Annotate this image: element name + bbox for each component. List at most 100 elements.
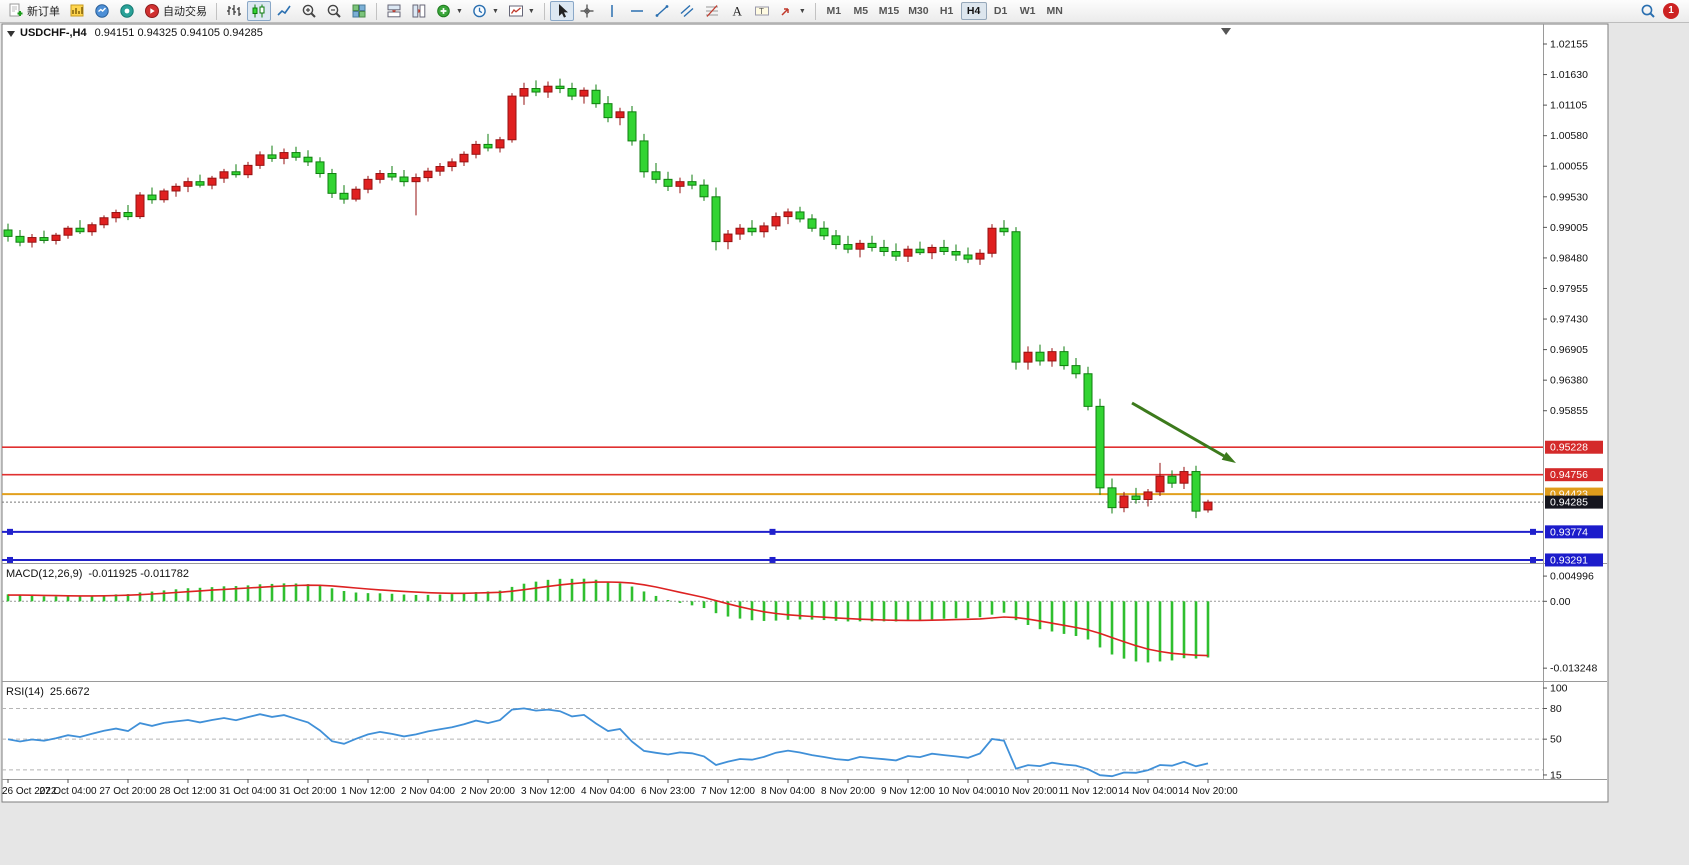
arrows-shapes-button[interactable]: ▼ <box>775 1 810 21</box>
cursor-arrow-icon <box>554 3 570 19</box>
timeframe-m30[interactable]: M30 <box>904 2 932 20</box>
macd-values: -0.011925 -0.011782 <box>88 568 189 580</box>
svg-text:A: A <box>732 4 742 19</box>
new-order-button[interactable]: 新订单 <box>4 1 64 21</box>
clock-icon <box>472 3 488 19</box>
price-tag[interactable] <box>1545 525 1603 539</box>
toolbar: 新订单 自动交易 ▼ ▼ <box>0 0 1689 23</box>
zoom-in-button[interactable] <box>297 1 321 21</box>
candle-body <box>567 88 577 97</box>
candle-body <box>39 237 49 241</box>
chevron-down-icon: ▼ <box>491 7 499 15</box>
price-tick-label: 1.01630 <box>1550 69 1588 81</box>
candle-body <box>339 192 349 200</box>
arrow-shaft <box>1131 401 1225 458</box>
candle-body <box>195 181 205 186</box>
timeframe-m15[interactable]: M15 <box>875 2 903 20</box>
price-tag[interactable] <box>1545 440 1603 454</box>
arrange-vertical-button[interactable] <box>407 1 431 21</box>
text-button[interactable]: A <box>725 1 749 21</box>
fibonacci-icon <box>704 3 720 19</box>
price-tick-label: 0.99530 <box>1550 191 1588 203</box>
price-tick-label: 1.01105 <box>1550 100 1587 112</box>
line-handle[interactable] <box>7 528 13 535</box>
zoom-out-button[interactable] <box>322 1 346 21</box>
candle-body <box>939 246 949 253</box>
text-label-button[interactable]: T <box>750 1 774 21</box>
market-watch-button[interactable] <box>90 1 114 21</box>
timeframe-h4[interactable]: H4 <box>960 2 987 20</box>
indicators-button[interactable]: ▼ <box>432 1 467 21</box>
price-tag[interactable] <box>1545 468 1603 482</box>
candle-body <box>927 246 937 254</box>
line-chart-type-button[interactable] <box>272 1 296 21</box>
new-order-icon <box>8 3 24 19</box>
data-window-button[interactable] <box>115 1 139 21</box>
candle-body <box>855 242 865 250</box>
candle-body <box>411 177 421 183</box>
time-tick-label: 6 Nov 23:00 <box>641 786 695 797</box>
bar-chart-type-button[interactable] <box>222 1 246 21</box>
crosshair-button[interactable] <box>575 1 599 21</box>
candle-body <box>147 194 157 201</box>
candle-body <box>831 235 841 246</box>
price-axis[interactable]: 1.02155 1.01630 1.01105 1.00580 1.00055 0.995… <box>1543 39 1588 418</box>
periods-button[interactable]: ▼ <box>468 1 503 21</box>
price-tick-label: 0.97955 <box>1550 283 1588 295</box>
notification-badge[interactable]: 1 <box>1663 3 1679 19</box>
horizontal-line-button[interactable] <box>625 1 649 21</box>
price-tag[interactable] <box>1545 553 1603 567</box>
text-label-icon: T <box>754 3 770 19</box>
time-tick-label: 2 Nov 04:00 <box>401 786 455 797</box>
candle-body <box>387 173 397 178</box>
one-click-trading-toggle[interactable] <box>7 31 15 37</box>
fibonacci-button[interactable] <box>700 1 724 21</box>
charts-toolbar-button[interactable] <box>65 1 89 21</box>
candle-body <box>327 173 337 194</box>
annotation-arrow[interactable] <box>1131 401 1236 463</box>
auto-trading-button[interactable]: 自动交易 <box>140 1 211 21</box>
timeframe-m1[interactable]: M1 <box>821 2 847 20</box>
candle-body <box>555 85 565 90</box>
trendline-button[interactable] <box>650 1 674 21</box>
templates-button[interactable]: ▼ <box>504 1 539 21</box>
line-handle[interactable] <box>7 556 13 563</box>
candle-body <box>375 173 385 180</box>
arrange-horizontal-button[interactable] <box>382 1 406 21</box>
candle-body <box>807 218 817 229</box>
price-tag[interactable] <box>1545 495 1603 509</box>
tile-windows-button[interactable] <box>347 1 371 21</box>
price-tick-label: 0.96905 <box>1550 344 1588 356</box>
chart-shift-marker[interactable] <box>1221 28 1231 35</box>
price-tick-label: 1.00580 <box>1550 130 1588 142</box>
candle-body <box>423 170 433 179</box>
candlestick-type-button[interactable] <box>247 1 271 21</box>
chart-title: USDCHF-,H4 0.94151 0.94325 0.94105 0.9428… <box>20 27 263 39</box>
price-tick-label: 1.02155 <box>1550 39 1588 51</box>
candle-body <box>159 190 169 201</box>
new-order-label: 新订单 <box>27 6 60 18</box>
tile-windows-icon <box>351 3 367 19</box>
vertical-line-button[interactable] <box>600 1 624 21</box>
arrange-vertical-icon <box>411 3 427 19</box>
candle-body <box>1023 351 1033 363</box>
timeframe-mn[interactable]: MN <box>1042 2 1068 20</box>
line-handle[interactable] <box>769 556 776 563</box>
channel-button[interactable] <box>675 1 699 21</box>
timeframe-w1[interactable]: W1 <box>1015 2 1041 20</box>
line-handle[interactable] <box>1530 528 1536 535</box>
candlestick-series <box>3 78 1213 519</box>
timeframe-m5[interactable]: M5 <box>848 2 874 20</box>
search-button[interactable] <box>1636 1 1660 21</box>
rsi-line <box>7 707 1209 778</box>
cursor-button[interactable] <box>549 1 574 21</box>
line-handle[interactable] <box>769 528 776 535</box>
timeframe-h1[interactable]: H1 <box>934 2 960 20</box>
auto-trading-icon <box>144 3 160 19</box>
timeframe-d1[interactable]: D1 <box>988 2 1014 20</box>
candle-body <box>507 95 517 141</box>
line-handle[interactable] <box>1530 556 1536 563</box>
macd-axis-label: 0.00 <box>1550 596 1571 608</box>
macd-pane: 0.004996 0.00 -0.013248 <box>2 571 1597 675</box>
